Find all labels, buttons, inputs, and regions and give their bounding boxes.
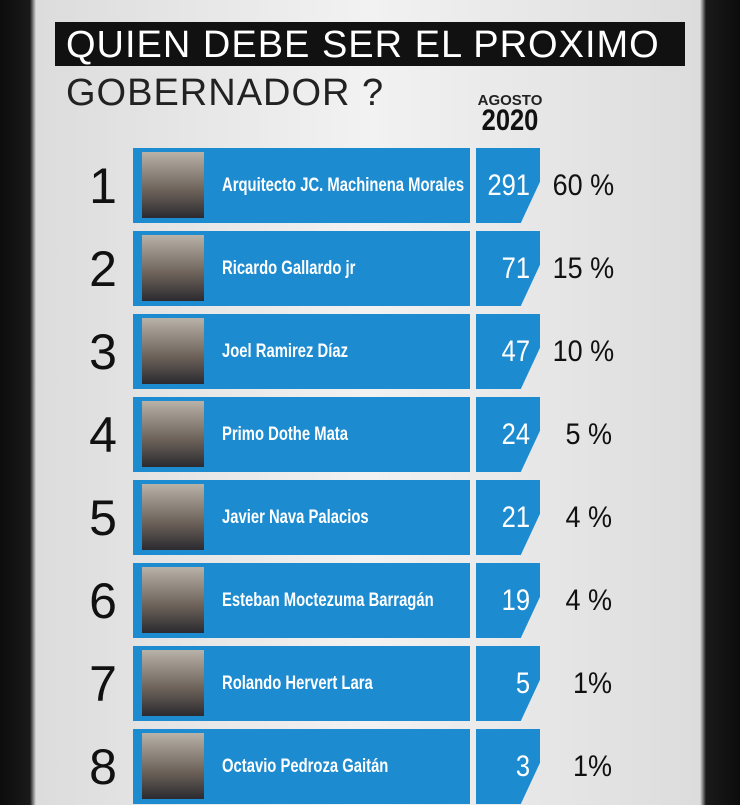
percent: 60 %	[552, 169, 615, 202]
photo	[142, 733, 204, 799]
rank: 3	[89, 324, 117, 380]
candidate-name: Ricardo Gallardo jr	[222, 258, 356, 279]
photo	[142, 235, 204, 301]
rank: 4	[89, 407, 117, 463]
rank: 1	[89, 158, 117, 214]
rank: 7	[89, 656, 117, 712]
photo	[142, 484, 204, 550]
votes: 291	[487, 169, 530, 202]
rank: 8	[89, 739, 117, 795]
percent: 15 %	[552, 252, 615, 285]
rank: 5	[89, 490, 117, 546]
candidate-name: Esteban Moctezuma Barragán	[222, 590, 434, 611]
title-line: QUIEN DEBE SER EL PROXIMO	[66, 24, 660, 66]
percent: 4 %	[565, 501, 612, 534]
candidate-name: Rolando Hervert Lara	[222, 673, 373, 694]
photo	[142, 567, 204, 633]
votes: 71	[501, 252, 530, 285]
votes: 21	[501, 501, 530, 534]
candidate-name: Octavio Pedroza Gaitán	[222, 756, 389, 777]
percent: 1%	[572, 667, 612, 700]
percent: 1%	[572, 750, 612, 783]
votes: 47	[501, 335, 530, 368]
votes: 5	[515, 667, 530, 700]
votes: 19	[501, 584, 530, 617]
percent: 5 %	[565, 418, 612, 451]
title-line: GOBERNADOR ?	[66, 72, 385, 114]
votes: 24	[501, 418, 530, 451]
candidate-name: Arquitecto JC. Machinena Morales	[222, 175, 465, 196]
candidate-name: Joel Ramirez Díaz	[222, 341, 349, 362]
title-bar	[55, 22, 685, 66]
candidate-name: Primo Dothe Mata	[222, 424, 348, 445]
column-header: 2020	[481, 104, 539, 137]
photo	[142, 401, 204, 467]
rank: 2	[89, 241, 117, 297]
votes: 3	[515, 750, 530, 783]
percent: 4 %	[565, 584, 612, 617]
column-header: AGOSTO	[477, 92, 543, 109]
rank: 6	[89, 573, 117, 629]
percent: 10 %	[552, 335, 615, 368]
candidate-name: Javier Nava Palacios	[222, 507, 369, 528]
photo	[142, 318, 204, 384]
photo	[142, 650, 204, 716]
photo	[142, 152, 204, 218]
